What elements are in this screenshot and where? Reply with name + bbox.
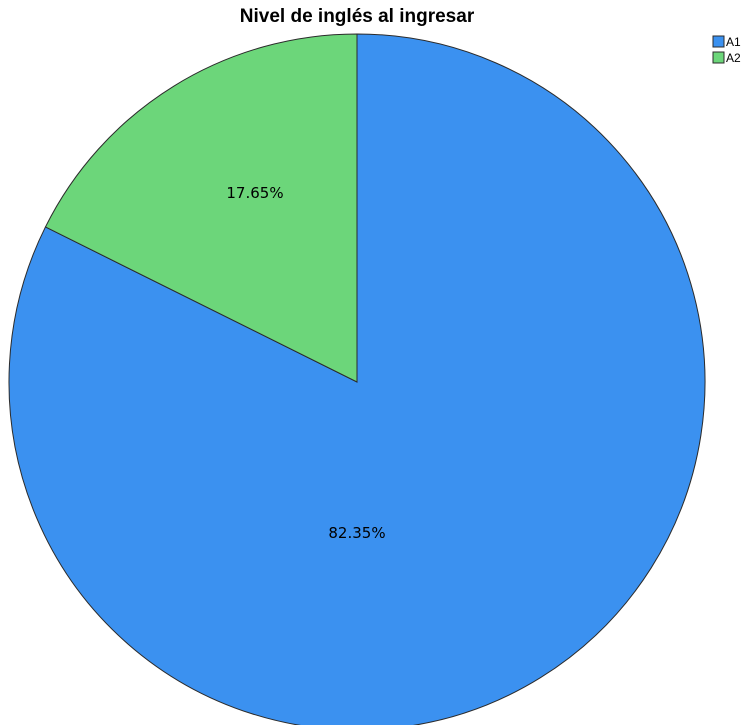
pie-slices bbox=[8, 33, 706, 725]
legend-swatch-a1 bbox=[712, 35, 725, 48]
chart-title: Nivel de inglés al ingresar bbox=[239, 6, 475, 27]
legend-swatch-a2 bbox=[712, 51, 725, 64]
slice-label-a1: 82.35% bbox=[328, 524, 385, 542]
slice-label-a2: 17.65% bbox=[226, 184, 283, 202]
pie-slice-a2 bbox=[44, 33, 358, 383]
slice-labels: 82.35% 17.65% bbox=[226, 184, 385, 542]
legend-label-a2: A2 bbox=[726, 51, 741, 65]
legend-label-a1: A1 bbox=[726, 35, 741, 49]
